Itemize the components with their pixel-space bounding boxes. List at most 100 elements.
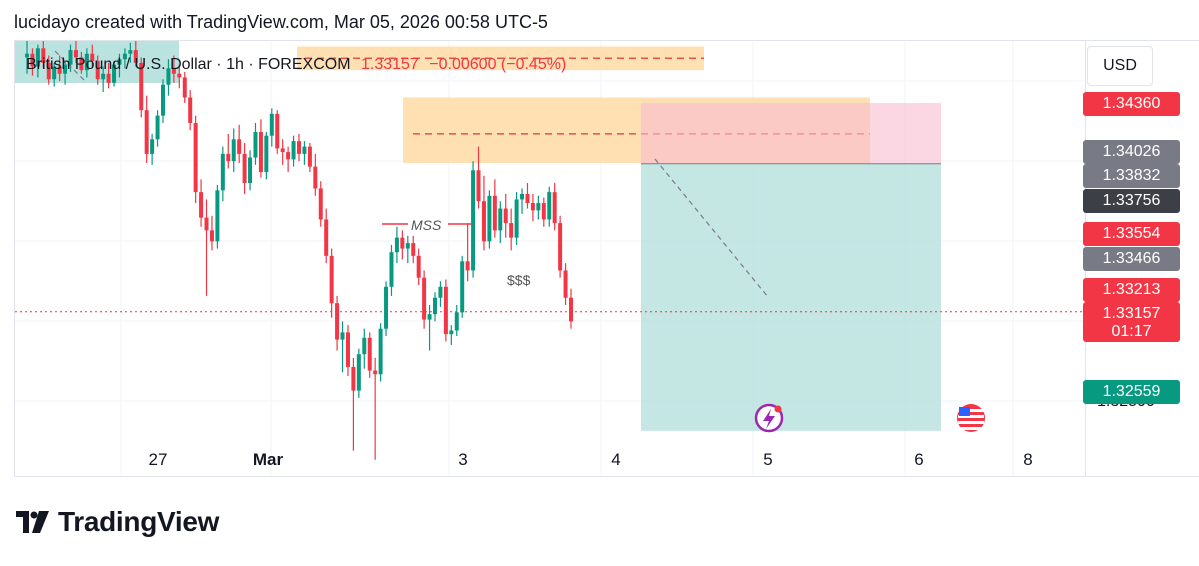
candle-body [139, 62, 144, 111]
candle-body [215, 190, 220, 242]
candle-body [275, 113, 280, 149]
current-price-value: 1.33157 [1102, 305, 1161, 322]
candle-body [422, 277, 427, 320]
price-axis[interactable] [1086, 40, 1199, 477]
candle-body [122, 53, 127, 60]
candle-series [25, 41, 573, 460]
time-axis-label: Mar [252, 450, 284, 469]
candle-body [460, 261, 465, 313]
candle-body [427, 314, 432, 320]
candle-body [280, 148, 285, 153]
candle-body [291, 141, 296, 160]
candle-body [106, 73, 111, 83]
candle-body [117, 59, 122, 65]
candle-body [79, 57, 84, 71]
candle-body [340, 332, 345, 340]
liquidity-label: $$$ [507, 272, 531, 288]
candle-body [171, 68, 176, 74]
symbol-name[interactable]: British Pound / U.S. Dollar · 1h · FOREX… [26, 56, 351, 73]
candle-body [569, 297, 573, 322]
candle-body [269, 113, 274, 136]
candle-body [378, 328, 383, 375]
candle-body [128, 50, 133, 54]
candle-body [492, 195, 497, 231]
candle-body [530, 203, 535, 211]
price-label: 1.33832 [1083, 164, 1180, 188]
candle-body [384, 286, 389, 329]
us-flag-stripe [958, 421, 984, 424]
candle-body [525, 193, 530, 204]
candle-body [405, 243, 410, 249]
currency-selector[interactable]: USD [1087, 46, 1153, 86]
candle-body [324, 219, 329, 256]
candle-body [63, 64, 68, 74]
candle-body [84, 53, 89, 71]
chart-pane[interactable]: MSS $$$ [14, 40, 1086, 477]
candle-body [433, 297, 437, 315]
candle-body [563, 270, 568, 298]
price-label: 1.34026 [1083, 140, 1180, 164]
candle-body [112, 64, 117, 83]
candle-body [253, 132, 258, 158]
price-label: 1.33756 [1083, 189, 1180, 213]
candle-body [318, 188, 323, 220]
candle-body [30, 53, 35, 67]
drawing-overlay: MSS $$$ [15, 50, 1085, 433]
candle-body [389, 252, 394, 287]
candle-body [335, 303, 340, 340]
candle-body [558, 223, 563, 271]
candle-body [231, 139, 236, 162]
candle-body [367, 337, 372, 371]
candle-body [150, 139, 155, 154]
candle-body [471, 170, 476, 271]
mss-label: MSS [411, 217, 442, 233]
time-axis-label: 6 [914, 450, 924, 469]
candle-body [193, 122, 198, 193]
symbol-legend[interactable]: British Pound / U.S. Dollar · 1h · FOREX… [26, 56, 566, 74]
candle-body [57, 66, 62, 74]
price-label: 1.34360 [1083, 92, 1180, 116]
candle-body [503, 208, 508, 224]
candle-body [438, 286, 443, 298]
candle-body [498, 208, 503, 231]
price-label: 1.33213 [1083, 278, 1180, 302]
time-axis-label: 27 [148, 450, 168, 469]
candle-body [313, 166, 318, 189]
price-chart[interactable]: MSS $$$ [15, 41, 1086, 477]
candle-body [362, 337, 367, 355]
price-label: 1.33554 [1083, 222, 1180, 246]
price-label: 1.32559 [1083, 380, 1180, 404]
event-dot [774, 405, 782, 413]
candle-body [520, 193, 525, 200]
candle-body [487, 195, 492, 242]
candle-body [514, 199, 519, 238]
candle-body [345, 332, 350, 367]
time-axis-label: 3 [458, 450, 468, 469]
candle-body [547, 192, 552, 220]
candle-body [242, 153, 247, 184]
tradingview-logo-icon [16, 511, 49, 533]
symbol-price: 1.33157 [360, 56, 419, 73]
candle-body [209, 230, 214, 242]
candle-body [541, 203, 546, 220]
candle-body [552, 192, 557, 224]
us-flag-icon [957, 404, 985, 432]
candle-body [509, 223, 514, 238]
tradingview-logo: TradingView [16, 506, 219, 538]
price-label: 1.33466 [1083, 247, 1180, 271]
candle-body [226, 153, 231, 162]
trend-line-prior [54, 50, 86, 82]
candle-body [133, 50, 138, 63]
candle-body [351, 366, 356, 391]
candle-body [264, 135, 269, 173]
candle-body [258, 132, 263, 173]
candle-body [220, 153, 225, 191]
current-price-label: 1.33157 01:17 [1083, 302, 1180, 342]
candle-body [73, 50, 78, 58]
candle-body [46, 62, 51, 80]
candle-body [356, 354, 361, 391]
time-axis-label: 4 [611, 450, 621, 469]
candle-body [481, 201, 486, 242]
candle-body [416, 255, 421, 278]
candle-body [204, 217, 209, 231]
